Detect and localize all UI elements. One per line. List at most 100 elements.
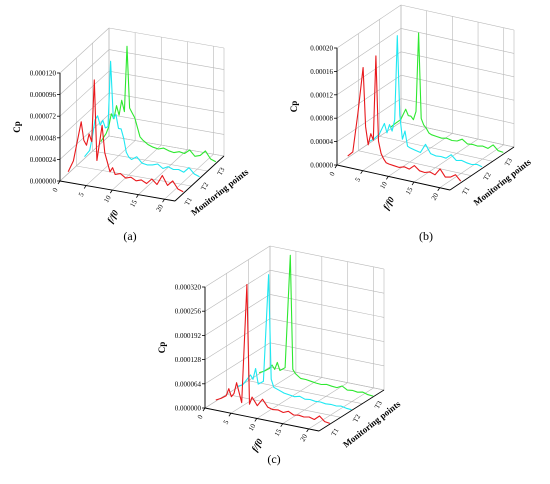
side-wall-gridline [59, 70, 110, 117]
depth-tick-label: T3 [216, 166, 227, 177]
side-wall-gridline [59, 49, 110, 95]
floor-gridline [413, 138, 479, 183]
side-wall-gridline [336, 51, 402, 96]
series-line-t1 [67, 79, 184, 193]
back-wall-gridline [269, 245, 385, 270]
panel-label: (a) [123, 229, 136, 243]
y-tick-label: 0.000000 [175, 405, 202, 413]
back-wall-gridline [400, 98, 515, 124]
side-wall-gridline [204, 245, 271, 288]
series-line-t3 [100, 45, 217, 163]
series-line-t2 [84, 60, 200, 178]
x-axis-line [204, 407, 320, 432]
floor-gridline [112, 144, 162, 191]
side-wall-gridline [204, 294, 271, 336]
y-tick-label: 0.00004 [310, 138, 333, 146]
floor-gridline [248, 380, 363, 404]
floor-gridline [358, 150, 472, 176]
y-tick-label: 0.00012 [310, 91, 333, 99]
x-tick-label: 0 [196, 413, 205, 420]
x-tick-label: 10 [102, 194, 113, 204]
side-wall-gridline [204, 342, 271, 385]
floor-gridline [138, 149, 188, 195]
floor-gridline [256, 377, 322, 419]
panel-label: (b) [419, 229, 433, 243]
back-wall-gridline [108, 49, 225, 70]
side-wall-gridline [59, 114, 110, 160]
back-wall-gridline [108, 92, 225, 114]
x-tick-label: 5 [354, 176, 363, 183]
x-axis-title: f/f0 [250, 437, 265, 454]
depth-tick-label: T3 [503, 156, 514, 167]
x-tick-label: 15 [128, 198, 139, 208]
depth-axis-line [449, 146, 515, 191]
x-tick-mark [334, 164, 338, 169]
y-axis-title: Cp [157, 342, 167, 354]
y-tick-label: 0.00020 [310, 45, 333, 53]
y-tick-label: 0.000064 [175, 380, 202, 388]
y-tick-label: 0.000320 [175, 284, 202, 292]
x-axis-line [336, 164, 451, 191]
chart-panel-a: 0.000000 0.000024 0.000048 0.000072 0.000096… [12, 27, 251, 243]
y-tick-label: 0.00000 [310, 162, 333, 170]
side-wall-gridline [336, 28, 402, 72]
depth-tick-label: T1 [330, 426, 341, 437]
y-axis-title: Cp [12, 121, 22, 133]
back-wall-gridline [269, 318, 385, 342]
x-tick-mark [202, 407, 206, 412]
floor-gridline [269, 366, 385, 391]
x-tick-mark [57, 180, 61, 185]
x-tick-mark [136, 194, 139, 198]
x-tick-mark [228, 413, 232, 417]
y-tick-label: 0.000072 [30, 113, 57, 121]
side-wall-gridline [336, 4, 402, 49]
x-axis-line [59, 180, 176, 202]
back-wall-gridline [400, 28, 515, 54]
x-tick-label: 20 [430, 191, 441, 201]
depth-tick-label: T3 [373, 399, 384, 410]
y-tick-label: 0.000120 [30, 70, 57, 78]
y-tick-label: 0.000048 [30, 134, 57, 142]
chart-panel-b: 0.00000 0.00004 0.00008 0.00012 0.00016 0.000… [289, 4, 533, 243]
depth-tick-label: T1 [461, 185, 472, 196]
back-wall-gridline [108, 27, 225, 49]
side-wall-gridline [204, 269, 271, 312]
floor-gridline [226, 394, 341, 418]
series-line-t2 [368, 35, 483, 168]
depth-axis-line [174, 155, 225, 202]
back-wall-gridline [269, 294, 385, 318]
series-line-t1 [215, 283, 330, 424]
x-axis-title: f/f0 [381, 195, 396, 212]
panel-label: (c) [267, 452, 280, 466]
x-tick-mark [280, 423, 284, 427]
x-axis-title: f/f0 [105, 208, 120, 225]
y-tick-label: 0.000192 [175, 332, 202, 340]
x-tick-mark [386, 176, 389, 180]
x-tick-label: 15 [273, 427, 284, 437]
back-wall-gridline [269, 269, 385, 294]
x-tick-mark [162, 198, 165, 203]
x-tick-label: 10 [247, 422, 258, 432]
depth-tick-label: T2 [482, 171, 493, 182]
x-tick-mark [306, 428, 309, 433]
depth-tick-label: T2 [351, 413, 362, 424]
y-axis-title: Cp [289, 101, 299, 113]
floor-gridline [388, 133, 453, 177]
back-wall-gridline [400, 74, 515, 101]
x-tick-label: 15 [404, 186, 415, 196]
x-tick-label: 20 [299, 432, 310, 442]
back-wall-gridline [269, 342, 385, 367]
x-tick-mark [83, 185, 87, 189]
x-tick-mark [109, 189, 113, 194]
floor-gridline [282, 382, 348, 424]
floor-gridline [230, 371, 297, 414]
series-line-t1 [347, 55, 462, 182]
x-tick-label: 0 [328, 170, 337, 177]
side-wall-gridline [204, 318, 271, 360]
side-wall-gridline [59, 27, 110, 74]
series-line-t3 [389, 32, 504, 153]
floor-gridline [108, 135, 225, 157]
back-wall-gridline [400, 4, 515, 31]
x-tick-mark [254, 418, 258, 422]
